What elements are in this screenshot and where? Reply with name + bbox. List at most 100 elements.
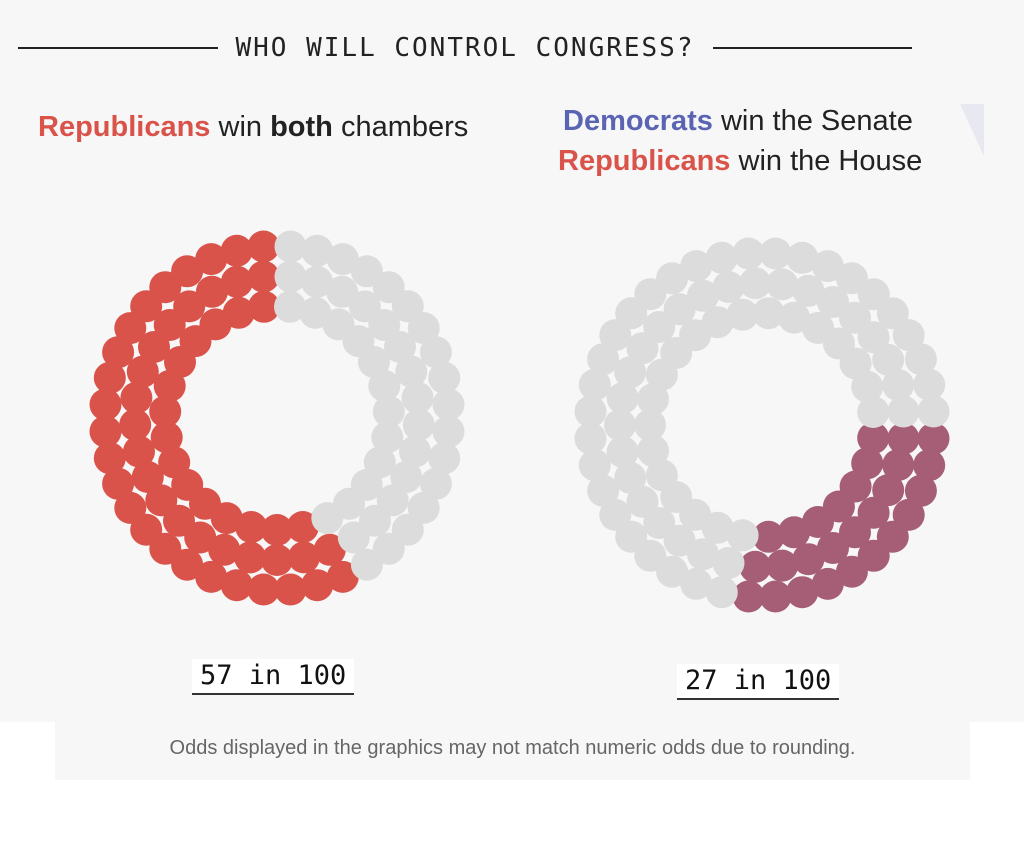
dot-empty: [887, 395, 920, 428]
dot-empty: [432, 388, 465, 421]
dot-empty: [656, 262, 689, 295]
dot-highlighted: [326, 560, 359, 593]
dot-highlighted: [235, 511, 268, 543]
dot-highlighted: [247, 260, 280, 293]
scenario-1-subtitle: Republicans win both chambers: [38, 108, 468, 146]
dot-empty: [428, 442, 461, 475]
dot-highlighted: [93, 361, 126, 394]
dot-empty: [301, 234, 334, 267]
dot-empty: [606, 382, 639, 415]
dot-highlighted: [872, 474, 905, 507]
donut-chart-2: [574, 237, 950, 613]
dot-highlighted: [220, 569, 253, 602]
dot-empty: [363, 446, 396, 479]
dot-highlighted: [811, 567, 844, 600]
dot-empty: [634, 409, 666, 441]
dot-highlighted: [313, 533, 346, 566]
dot-highlighted: [221, 265, 253, 298]
dot-highlighted: [89, 388, 122, 421]
dot-empty: [626, 485, 659, 518]
dot-highlighted: [220, 234, 253, 267]
header-title: WHO WILL CONTROL CONGRESS?: [235, 33, 695, 63]
dot-empty: [752, 297, 785, 330]
dot-highlighted: [766, 549, 799, 582]
dot-empty: [401, 381, 434, 414]
dot-empty: [732, 237, 765, 270]
dot-empty: [857, 396, 890, 428]
dot-highlighted: [917, 422, 950, 455]
dot-empty: [606, 435, 639, 468]
footnote: Odds displayed in the graphics may not m…: [55, 722, 970, 780]
dot-empty: [578, 449, 611, 482]
dot-highlighted: [261, 514, 293, 546]
dot-highlighted: [102, 336, 135, 369]
header: WHO WILL CONTROL CONGRESS?: [18, 30, 912, 66]
dot-empty: [917, 395, 950, 428]
dot-highlighted: [208, 533, 241, 566]
dot-empty: [274, 290, 306, 323]
dot-highlighted: [786, 576, 819, 609]
dot-empty: [274, 230, 307, 263]
dot-highlighted: [739, 550, 772, 583]
subtitle-seg: win: [210, 111, 271, 143]
dot-highlighted: [778, 516, 811, 549]
subtitle-seg: Republicans: [558, 145, 731, 177]
scenario-2-subtitle-line-2: Republicans win the House: [558, 142, 922, 180]
dot-highlighted: [286, 511, 319, 543]
scenario-2-subtitle-line-1: Democrats win the Senate: [563, 102, 913, 140]
dot-highlighted: [195, 243, 228, 276]
subtitle-seg: Republicans: [38, 111, 211, 143]
dot-empty: [857, 321, 890, 354]
dot-empty: [811, 250, 844, 283]
dot-empty: [739, 267, 772, 300]
dot-empty: [574, 422, 607, 455]
dot-empty: [913, 368, 946, 401]
dot-empty: [574, 395, 607, 428]
dot-empty: [892, 319, 925, 352]
dot-empty: [687, 538, 719, 571]
dot-empty: [299, 296, 332, 329]
dot-highlighted: [195, 560, 228, 593]
dot-highlighted: [248, 290, 280, 323]
dot-empty: [274, 260, 307, 293]
dot-highlighted: [89, 415, 122, 448]
dot-empty: [663, 293, 696, 326]
dot-empty: [705, 576, 738, 609]
dot-empty: [712, 547, 745, 579]
dot-highlighted: [759, 580, 792, 613]
dot-empty: [614, 461, 647, 494]
dot-empty: [376, 484, 409, 517]
dot-empty: [645, 459, 678, 492]
dot-highlighted: [247, 573, 280, 606]
dot-empty: [326, 243, 359, 276]
dot-empty: [778, 301, 811, 334]
dot-highlighted: [150, 421, 183, 454]
dot-highlighted: [138, 331, 170, 363]
header-rule-right: [712, 47, 912, 49]
dot-empty: [326, 275, 359, 308]
dot-empty: [904, 343, 937, 376]
dot-highlighted: [195, 275, 228, 308]
dot-empty: [432, 415, 465, 448]
dot-highlighted: [887, 422, 920, 455]
dot-empty: [399, 435, 431, 468]
dot-empty: [637, 434, 669, 467]
dot-highlighted: [913, 449, 946, 482]
subtitle-seg: both: [270, 111, 333, 143]
dot-highlighted: [153, 369, 186, 402]
dot-highlighted: [126, 355, 159, 388]
dot-empty: [419, 467, 452, 500]
dot-empty: [680, 250, 713, 283]
dot-empty: [701, 306, 734, 339]
dot-highlighted: [149, 395, 182, 428]
dot-empty: [350, 255, 383, 288]
dot-highlighted: [164, 346, 196, 378]
dot-highlighted: [114, 312, 147, 345]
odds-label-1: 57 in 100: [192, 659, 355, 695]
dot-empty: [390, 461, 423, 493]
dot-empty: [687, 279, 719, 312]
dot-highlighted: [131, 461, 164, 493]
subtitle-seg: chambers: [332, 111, 469, 143]
dot-highlighted: [817, 532, 849, 564]
dot-empty: [604, 409, 636, 441]
